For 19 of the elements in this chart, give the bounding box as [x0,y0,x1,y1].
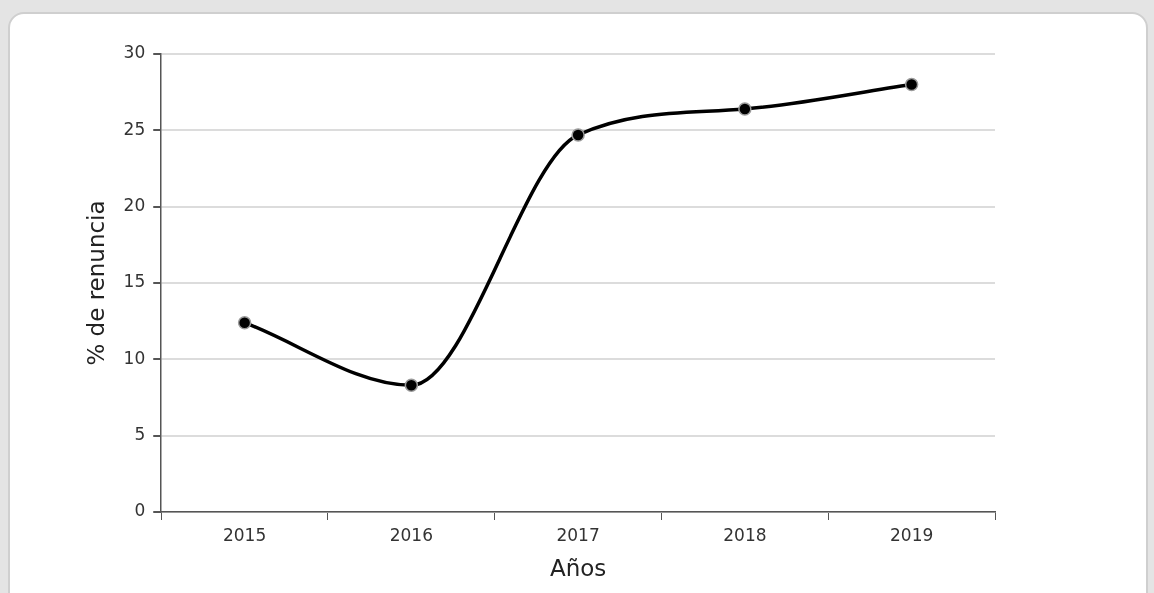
x-tick-label: 2017 [556,524,600,545]
y-tick-label: 0 [134,500,146,521]
y-tick-label: 10 [123,347,146,368]
y-tick-label: 15 [123,271,146,292]
x-axis-title: Años [549,555,607,582]
point [404,378,419,393]
y-tick-label: 20 [123,195,146,216]
x-tick-label: 2019 [889,524,934,545]
point [571,128,585,142]
point [738,102,752,116]
x-tick-label: 2015 [222,524,267,545]
x-tick-label: 2018 [723,524,767,545]
y-tick-label: 5 [134,424,146,445]
point [904,77,919,92]
y-axis-title: % de renuncia [82,200,109,366]
x-tick-label: 2016 [389,524,433,545]
y-tick-label: 25 [123,118,146,139]
point [237,315,252,330]
y-tick-label: 30 [123,42,146,63]
